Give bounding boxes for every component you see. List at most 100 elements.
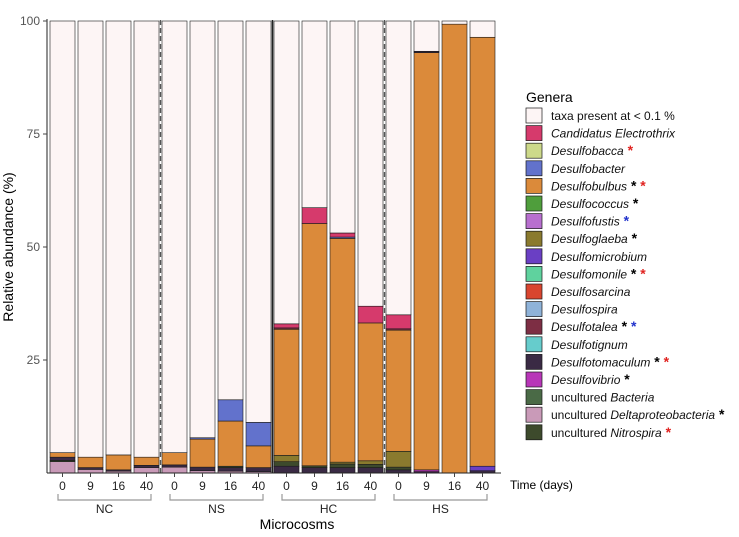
legend-swatch — [525, 283, 543, 300]
legend-label: Desulfotomaculum * * — [551, 353, 670, 369]
legend-swatch — [525, 195, 543, 212]
legend-swatch — [525, 178, 543, 194]
bar-NS-day-16 — [217, 20, 244, 474]
x-tick-label: 16 — [112, 479, 126, 493]
bar-HC-day-16 — [329, 20, 356, 474]
group-bracket-HC: HC — [281, 494, 376, 516]
x-tick-label: 9 — [311, 479, 318, 493]
bar-segment-desulfomicrobium — [469, 465, 496, 472]
bar-segment-unc_nitrospira — [385, 466, 412, 471]
legend-item-desulfotalea: Desulfotalea * * — [525, 318, 637, 335]
legend-label: Desulfoglaeba * — [551, 230, 638, 246]
bar-segment-other — [441, 20, 468, 25]
bar-NC-day-0 — [49, 20, 76, 474]
legend-label: Desulfococcus * — [551, 195, 639, 211]
group-bracket-line — [281, 494, 376, 501]
legend-label: Desulfotignum — [551, 338, 628, 352]
legend-item-desulfoglaeba: Desulfoglaeba * — [525, 230, 638, 247]
bar-segment-desulfotomaculum — [161, 464, 188, 468]
legend-swatch — [525, 424, 543, 441]
legend-swatch — [525, 301, 543, 317]
bar-HC-day-0 — [273, 20, 300, 474]
legend-label: Desulfobulbus * * — [551, 177, 646, 193]
group-bracket-line — [57, 494, 152, 501]
bar-segment-other — [217, 20, 244, 401]
bar-segment-desulfobulbus — [189, 438, 216, 468]
bar-segment-other — [189, 20, 216, 439]
x-tick-label: 0 — [59, 479, 66, 493]
bar-segment-desulfotomaculum — [273, 465, 300, 474]
bars-layer — [49, 20, 496, 474]
legend-swatch — [525, 354, 543, 370]
x-tick-label: 0 — [171, 479, 178, 493]
bar-segment-desulfobulbus — [441, 23, 468, 474]
bar-segment-desulfobulbus — [329, 238, 356, 463]
bar-segment-unc_delta — [49, 461, 76, 474]
legend-swatch — [525, 213, 543, 229]
bar-HS-day-9 — [413, 20, 440, 474]
bar-segment-candidatus — [357, 305, 384, 324]
legend-title: Genera — [526, 89, 573, 105]
bar-NS-day-40 — [245, 20, 272, 474]
bar-segment-desulfotomaculum — [245, 467, 272, 472]
group-bracket-line — [393, 494, 488, 501]
bar-segment-desulfoglaeba — [385, 451, 412, 468]
legend-label: Desulfosarcina — [551, 285, 631, 299]
bar-NS-day-9 — [189, 20, 216, 474]
bar-segment-unc_delta — [161, 466, 188, 474]
bar-segment-candidatus — [329, 232, 356, 238]
bar-segment-desulfoglaeba — [357, 460, 384, 465]
bar-segment-unc_nitrospira — [357, 464, 384, 468]
legend-swatch — [525, 318, 543, 335]
x-tick-label: 0 — [283, 479, 290, 493]
legend-label: Desulfomonile * * — [551, 265, 646, 281]
bar-segment-other — [49, 20, 76, 453]
bar-segment-desulfobulbus — [245, 445, 272, 468]
legend-swatch — [525, 142, 543, 159]
bar-segment-desulfobulbus — [273, 328, 300, 456]
bar-segment-unc_nitrospira — [329, 463, 356, 468]
bar-segment-desulfotomaculum — [189, 466, 216, 472]
bar-NS-day-0 — [161, 20, 188, 474]
legend-item-desulfotignum: Desulfotignum — [525, 336, 628, 353]
x-tick-label: 9 — [87, 479, 94, 493]
legend-swatch — [525, 107, 543, 124]
bar-NC-day-40 — [133, 20, 160, 474]
legend-item-desulfotomaculum: Desulfotomaculum * * — [525, 353, 670, 370]
bar-segment-desulfotomaculum — [49, 456, 76, 461]
x-tick-label: 40 — [364, 479, 378, 493]
time-axis-label: Time (days) — [510, 478, 573, 492]
legend-label: taxa present at < 0.1 % — [551, 109, 675, 123]
legend-swatch — [525, 160, 543, 177]
axes-layer: 25 50 75 100 0 9 16 40 0 9 16 40 0 9 16 40 0 9 16 40 NC NS HC H… — [20, 14, 501, 516]
bar-segment-desulfobulbus — [161, 452, 188, 466]
x-tick-label: 40 — [252, 479, 266, 493]
bar-segment-unc_nitrospira — [273, 461, 300, 467]
bar-HS-day-0 — [385, 20, 412, 474]
legend-item-desulfococcus: Desulfococcus * — [525, 195, 639, 212]
group-bracket-NS: NS — [169, 494, 264, 516]
legend-item-unc_nitrospira: uncultured Nitrospira * — [525, 424, 672, 441]
legend-swatch — [525, 336, 543, 353]
bar-segment-desulfobacter — [245, 422, 272, 447]
legend-label: Desulfofustis * — [551, 213, 630, 229]
legend-label: uncultured Bacteria — [551, 391, 655, 405]
bar-segment-other — [245, 20, 272, 423]
legend-item-desulfomonile: Desulfomonile * * — [525, 265, 646, 282]
bar-segment-other — [273, 20, 300, 325]
bar-segment-desulfotomaculum — [301, 467, 328, 474]
bar-segment-desulfobulbus — [413, 52, 440, 471]
legend-item-desulfomicrobium: Desulfomicrobium — [525, 248, 647, 265]
bar-segment-desulfobulbus — [385, 329, 412, 452]
group-label: NS — [208, 502, 225, 516]
legend-item-unc_delta: uncultured Deltaproteobacteria * — [525, 406, 725, 423]
bar-segment-desulfobulbus — [77, 456, 104, 468]
legend-swatch — [525, 248, 543, 265]
group-bracket-line — [169, 494, 264, 501]
bar-segment-other — [329, 20, 356, 234]
bar-segment-desulfobulbus — [357, 322, 384, 462]
y-tick-label: 50 — [27, 240, 41, 254]
legend-swatch — [525, 389, 543, 405]
legend: taxa present at < 0.1 % Candidatus Electr… — [525, 107, 725, 441]
x-tick-label: 16 — [336, 479, 350, 493]
